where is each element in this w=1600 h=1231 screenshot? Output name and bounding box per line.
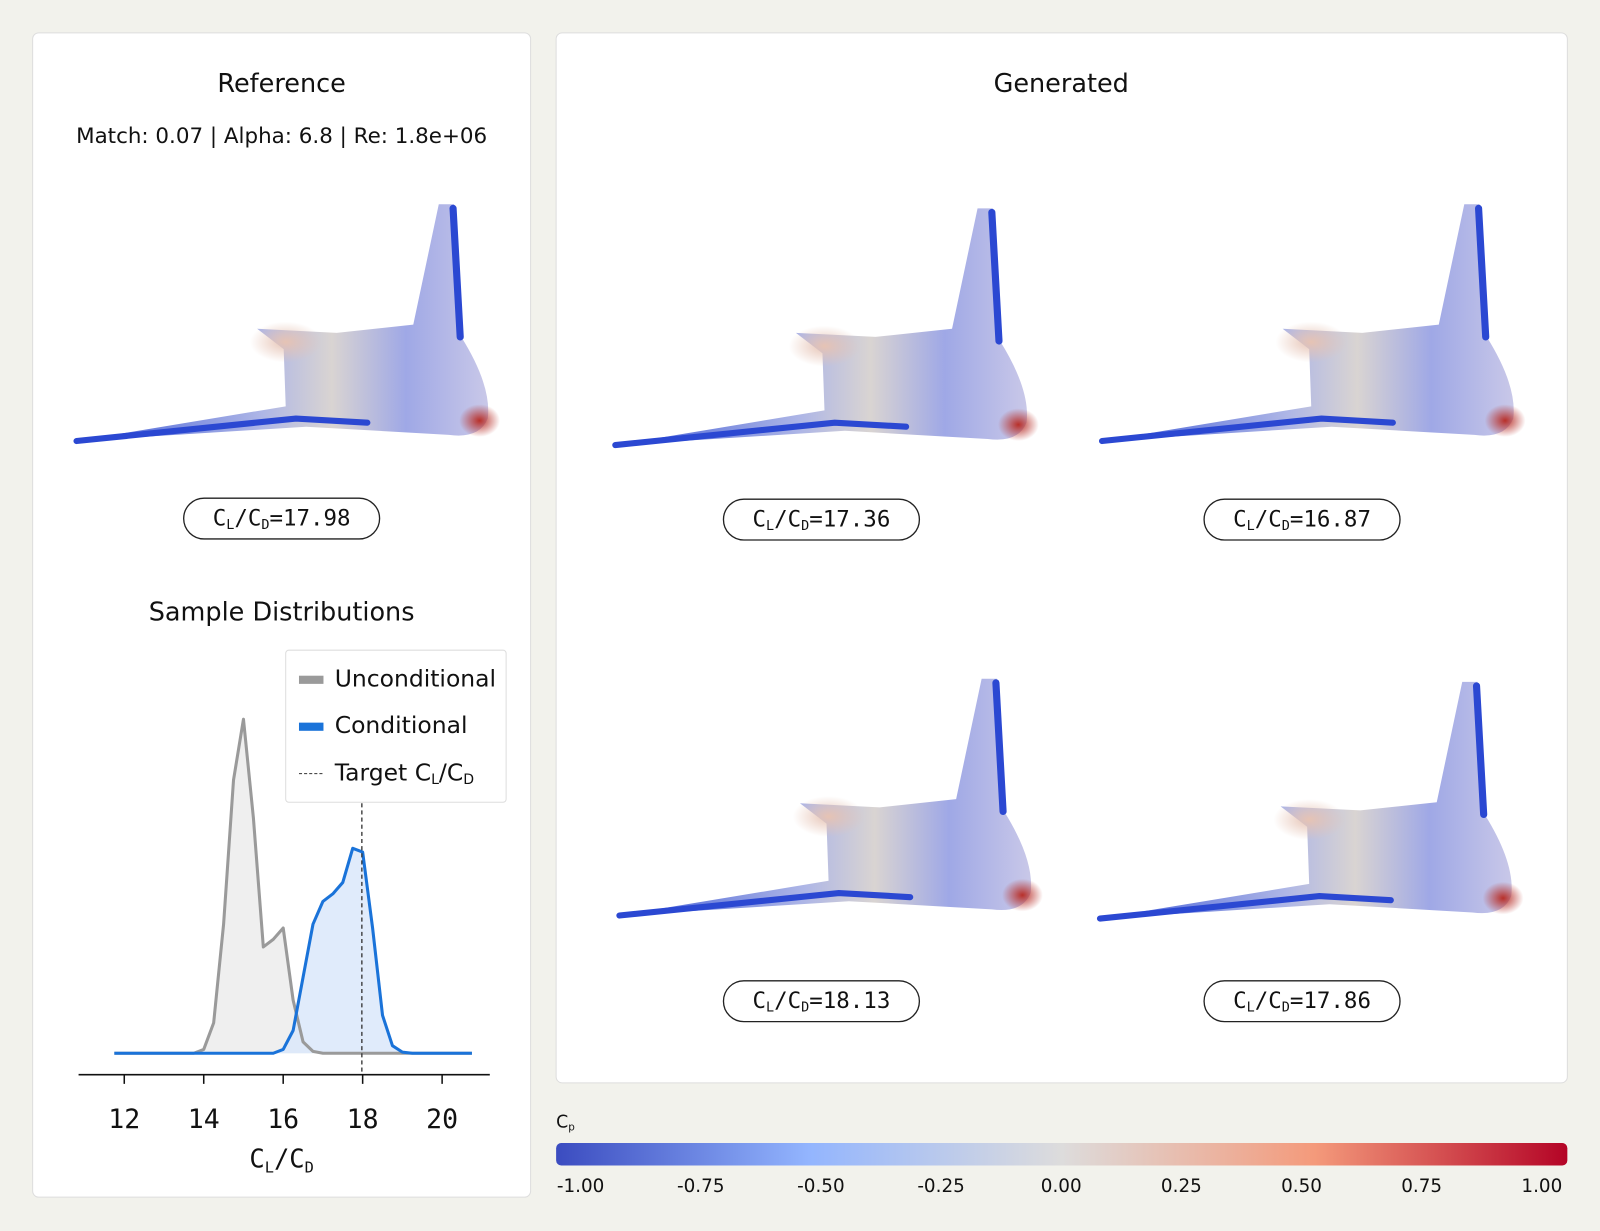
colorbar-tick-label: -0.75 <box>677 1176 725 1197</box>
legend-label: Conditional <box>335 711 468 739</box>
ratio-badge <box>183 497 381 540</box>
legend-box <box>285 649 507 803</box>
subscript: D <box>1282 1001 1290 1016</box>
ratio-text: CL/CD=17.36 <box>753 506 891 534</box>
legend-label: Target CL/CD <box>334 758 475 788</box>
x-tick-label: 14 <box>188 1104 220 1135</box>
text-piece: Target C <box>334 758 431 786</box>
legend-swatch <box>298 722 324 731</box>
text-piece: C <box>1233 988 1247 1014</box>
ratio-value: 17.86 <box>1303 988 1371 1014</box>
subscript: D <box>463 772 474 788</box>
subscript: D <box>305 1158 314 1176</box>
equals: = <box>269 505 283 531</box>
colorbar-tick-label: 0.75 <box>1401 1176 1442 1197</box>
colorbar <box>556 1143 1568 1166</box>
subscript: D <box>261 518 269 533</box>
text-piece: /C <box>234 505 261 531</box>
colorbar-tick-label: 1.00 <box>1521 1176 1562 1197</box>
subscript: L <box>766 1001 774 1016</box>
x-tick-label: 20 <box>426 1104 458 1135</box>
subscript: L <box>1247 1001 1255 1016</box>
text-piece: C <box>753 506 767 532</box>
ratio-badge <box>1203 498 1401 541</box>
text-piece: /C <box>1255 506 1282 532</box>
text-piece: /C <box>274 1144 305 1174</box>
ratio-text: CL/CD=17.98 <box>213 505 351 533</box>
reference-subtitle: Match: 0.07 | Alpha: 6.8 | Re: 1.8e+06 <box>76 124 487 149</box>
colorbar-tick-label: -1.00 <box>557 1176 605 1197</box>
text-piece: /C <box>439 758 463 786</box>
subscript: L <box>1247 519 1255 534</box>
x-axis-label: CL/CD <box>249 1144 314 1176</box>
text-piece: C <box>556 1113 568 1133</box>
text-piece: C <box>249 1144 264 1174</box>
ratio-text: CL/CD=16.87 <box>1233 506 1371 534</box>
x-tick-label: 18 <box>347 1104 379 1135</box>
subscript: L <box>226 518 234 533</box>
text-piece: /C <box>774 506 801 532</box>
ratio-value: 18.13 <box>823 988 891 1014</box>
ratio-value: 16.87 <box>1303 506 1371 532</box>
text-piece: C <box>213 505 227 531</box>
legend-label: Unconditional <box>335 664 496 692</box>
subscript: D <box>801 519 809 534</box>
reference-title: Reference <box>217 69 345 99</box>
subscript: p <box>568 1122 575 1134</box>
chart-title: Sample Distributions <box>149 597 415 627</box>
colorbar-tick-label: -0.25 <box>917 1176 965 1197</box>
x-tick-label: 16 <box>267 1104 299 1135</box>
density-line <box>114 846 472 1055</box>
ratio-value: 17.98 <box>283 505 351 531</box>
x-tick-label: 12 <box>108 1104 140 1135</box>
colorbar-tick-label: 0.00 <box>1041 1176 1082 1197</box>
ratio-value: 17.36 <box>823 506 891 532</box>
generated-title: Generated <box>994 69 1129 99</box>
subscript: L <box>431 772 439 788</box>
ratio-text: CL/CD=17.86 <box>1233 988 1371 1016</box>
text-piece: C <box>753 988 767 1014</box>
ratio-badge <box>722 980 921 1023</box>
subscript: D <box>1282 519 1290 534</box>
ratio-badge <box>1203 980 1401 1023</box>
ratio-badge <box>722 498 921 541</box>
equals: = <box>1290 506 1304 532</box>
subscript: L <box>265 1158 274 1176</box>
legend-swatch <box>298 675 324 684</box>
reference-panel <box>32 32 532 1198</box>
colorbar-tick-label: 0.50 <box>1281 1176 1322 1197</box>
colorbar-label: Cp <box>556 1113 575 1134</box>
equals: = <box>809 506 823 532</box>
generated-panel <box>555 32 1568 1084</box>
subscript: D <box>801 1001 809 1016</box>
colorbar-tick-label: 0.25 <box>1161 1176 1202 1197</box>
ratio-text: CL/CD=18.13 <box>753 988 891 1016</box>
text-piece: /C <box>774 988 801 1014</box>
text-piece: C <box>1233 506 1247 532</box>
equals: = <box>1290 988 1304 1014</box>
text-piece: /C <box>1255 988 1282 1014</box>
subscript: L <box>766 519 774 534</box>
equals: = <box>809 988 823 1014</box>
colorbar-tick-label: -0.50 <box>797 1176 845 1197</box>
